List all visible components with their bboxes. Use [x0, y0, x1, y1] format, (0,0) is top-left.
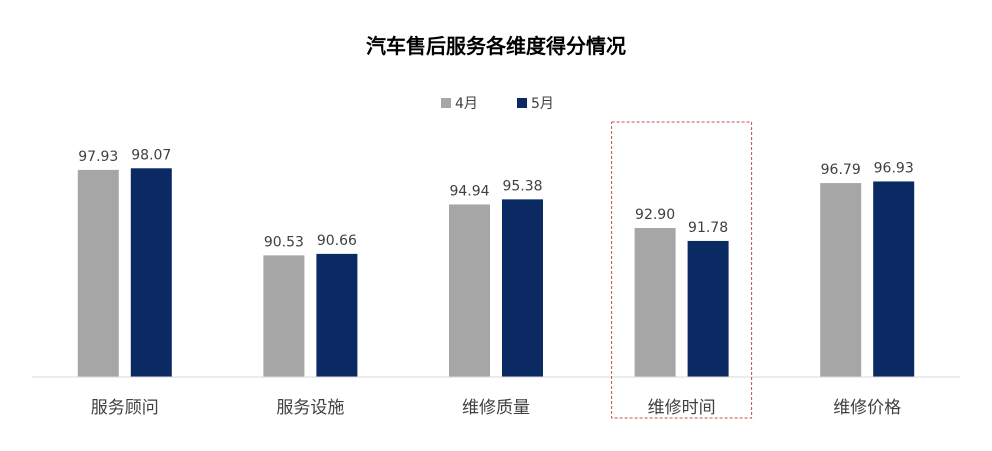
legend-label: 4月 — [455, 96, 478, 112]
value-label: 95.38 — [502, 178, 542, 194]
bar-apr-2 — [449, 204, 490, 377]
value-label: 90.53 — [264, 234, 304, 250]
legend-swatch — [517, 98, 527, 108]
category-label: 维修质量 — [462, 398, 530, 418]
value-label: 96.93 — [874, 160, 914, 176]
value-label: 90.66 — [317, 233, 357, 249]
bar-apr-0 — [77, 169, 119, 377]
legend-swatch — [441, 98, 451, 108]
category-label: 服务顾问 — [91, 398, 159, 418]
bar-apr-4 — [820, 183, 862, 377]
bar-may-4 — [873, 181, 915, 377]
bar-may-3 — [687, 240, 729, 377]
bars-group — [77, 168, 915, 377]
category-label: 维修价格 — [833, 398, 901, 418]
bar-may-0 — [130, 168, 172, 377]
value-label: 96.79 — [821, 162, 861, 178]
bar-apr-1 — [263, 255, 305, 377]
bar-may-2 — [502, 199, 543, 377]
category-labels-group: 服务顾问 服务设施 维修质量 维修时间 维修价格 — [91, 398, 901, 418]
value-label: 92.90 — [635, 207, 675, 223]
chart-title: 汽车售后服务各维度得分情况 — [366, 34, 626, 58]
category-label: 服务设施 — [276, 398, 344, 418]
legend-label: 5月 — [531, 96, 554, 112]
value-label: 94.94 — [449, 183, 489, 199]
bar-apr-3 — [634, 228, 676, 377]
value-label: 98.07 — [131, 147, 171, 163]
value-label: 97.93 — [78, 149, 118, 165]
value-label: 91.78 — [688, 220, 728, 236]
value-labels-group: 97.93 98.07 90.53 90.66 94.94 95.38 92.90 91.78… — [78, 147, 913, 250]
bar-may-1 — [316, 253, 358, 377]
legend: 4月 5月 — [441, 96, 554, 112]
highlight-box — [611, 121, 753, 419]
highlight-group — [611, 121, 753, 419]
category-label: 维修时间 — [648, 398, 716, 418]
